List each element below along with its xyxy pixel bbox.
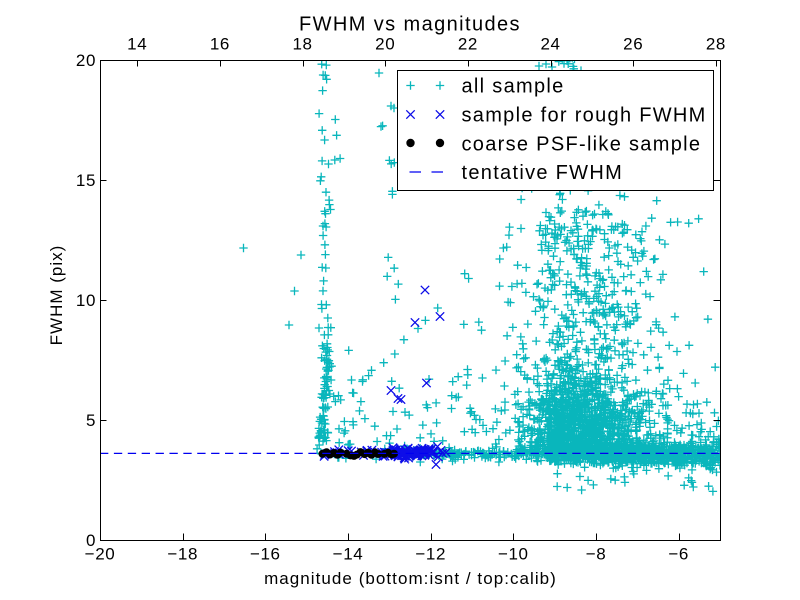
svg-text:−10: −10 [498,545,529,564]
svg-text:0: 0 [86,531,96,550]
svg-text:−12: −12 [415,545,446,564]
svg-text:tentative FWHM: tentative FWHM [462,162,624,184]
svg-text:−20: −20 [85,545,116,564]
svg-text:FWHM (pix): FWHM (pix) [47,245,66,346]
svg-text:20: 20 [375,35,395,54]
svg-text:−6: −6 [668,545,689,564]
svg-text:28: 28 [706,35,726,54]
svg-text:15: 15 [76,171,96,190]
svg-text:26: 26 [623,35,643,54]
svg-text:16: 16 [210,35,230,54]
svg-text:20: 20 [76,51,96,70]
svg-text:24: 24 [540,35,560,54]
svg-text:−18: −18 [167,545,198,564]
svg-text:all sample: all sample [462,76,565,98]
svg-text:sample for rough FWHM: sample for rough FWHM [462,105,707,127]
svg-text:−16: −16 [250,545,281,564]
svg-text:18: 18 [292,35,312,54]
svg-text:FWHM vs magnitudes: FWHM vs magnitudes [299,14,521,36]
svg-text:coarse PSF-like sample: coarse PSF-like sample [462,134,702,156]
svg-text:−14: −14 [333,545,364,564]
svg-text:14: 14 [127,35,147,54]
svg-text:5: 5 [86,411,96,430]
svg-text:magnitude (bottom:isnt / top:c: magnitude (bottom:isnt / top:calib) [264,569,557,588]
svg-text:10: 10 [76,291,96,310]
svg-text:−8: −8 [586,545,607,564]
svg-text:22: 22 [458,35,478,54]
